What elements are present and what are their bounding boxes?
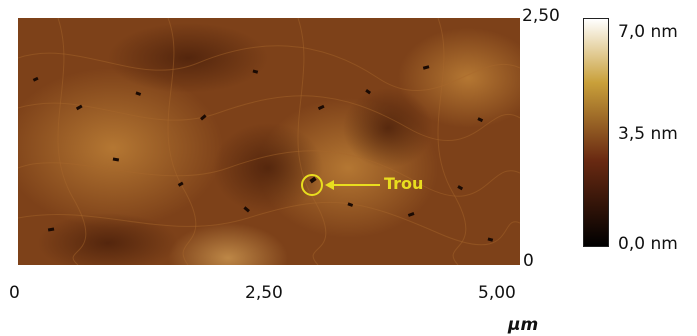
colorbar-label-mid: 3,5 nm	[618, 124, 678, 144]
afm-surface	[18, 18, 520, 265]
colorbar-label-min: 0,0 nm	[618, 234, 678, 254]
y-tick-top: 2,50	[522, 6, 560, 26]
hole-marker-arrowhead	[325, 180, 334, 190]
x-axis-unit: µm	[508, 315, 539, 335]
colorbar-label-max: 7,0 nm	[618, 22, 678, 42]
x-tick-middle: 2,50	[245, 283, 283, 303]
hole-marker-circle	[301, 174, 323, 196]
afm-height-image	[18, 18, 520, 265]
y-tick-bottom: 0	[523, 251, 534, 271]
height-colorbar	[583, 18, 609, 247]
x-tick-end: 5,00	[478, 283, 516, 303]
x-tick-start: 0	[9, 283, 20, 303]
hole-annotation-label: Trou	[384, 174, 424, 193]
